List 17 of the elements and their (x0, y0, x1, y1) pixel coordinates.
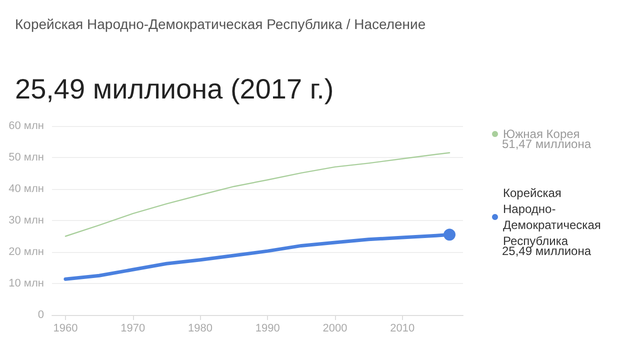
legend-label: Южная Корея (503, 127, 580, 141)
y-tick-label: 20 млн (8, 246, 44, 258)
x-tick-label: 2000 (322, 322, 348, 334)
x-tick-label: 1970 (120, 322, 146, 334)
x-tick-label: 1980 (188, 322, 212, 334)
y-tick-label: 30 млн (8, 214, 44, 226)
chart-subtitle: Корейская Народно-Демократическая Республика / Население (15, 16, 426, 32)
y-tick-label: 50 млн (8, 152, 44, 164)
y-tick-label: 60 млн (8, 120, 44, 132)
x-tick-label: 1990 (255, 322, 280, 334)
line-series (64, 152, 450, 237)
x-tick-label: 2010 (390, 322, 415, 334)
y-tick-label: 40 млн (8, 183, 44, 195)
y-tick-label: 0 (38, 309, 44, 321)
chart-title: 25,49 миллиона (2017 г.) (15, 74, 334, 104)
y-tick-label: 10 млн (8, 278, 44, 290)
x-tick-label: 1960 (53, 322, 78, 334)
